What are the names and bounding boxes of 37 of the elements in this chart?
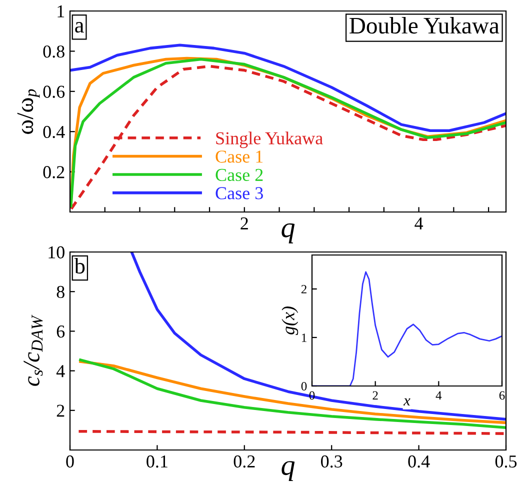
y-axis-title: ω/ω$_{p}$ <box>17 89 40 134</box>
x-tick-label: 6 <box>499 391 505 400</box>
legend-label: Case 3 <box>216 187 263 200</box>
y-tick-label: 0.2 <box>43 166 64 178</box>
y-tick-label: 10 <box>48 246 64 258</box>
legend-label: Case 2 <box>216 168 263 182</box>
x-axis-title: q <box>282 223 295 244</box>
legend-label: Single Yukawa <box>216 132 323 148</box>
x-tick-label: 0.2 <box>234 455 255 468</box>
legend-label: Case 1 <box>216 150 263 163</box>
y-tick-label: 2 <box>301 285 306 294</box>
x-axis-title: x <box>403 398 410 406</box>
x-tick-label: 2 <box>372 391 378 400</box>
y-tick-label: 0 <box>301 382 307 390</box>
y-tick-label: 1 <box>58 5 64 18</box>
x-tick-label: 0 <box>66 455 74 468</box>
y-tick-label: 2 <box>56 404 64 417</box>
x-axis-title: q <box>282 461 295 482</box>
line-series <box>130 252 506 421</box>
x-tick-label: 4 <box>436 391 442 400</box>
annotation: b <box>74 258 85 274</box>
x-tick-label: 0.3 <box>321 455 342 468</box>
y-tick-label: 0.8 <box>43 45 64 58</box>
y-tick-label: 0.6 <box>43 86 65 98</box>
y-axis-title: c$_{s}$/c$_{DAW}$ <box>24 314 43 386</box>
line-series <box>70 44 506 132</box>
y-tick-label: 1 <box>302 334 306 342</box>
y-tick-label: 8 <box>56 286 64 298</box>
x-tick-label: 0.1 <box>146 455 168 468</box>
annotation: Double Yukawa <box>350 17 500 34</box>
x-tick-label: 0.4 <box>408 455 430 468</box>
annotation: a <box>75 22 84 33</box>
y-axis-title: g(x) <box>282 306 298 336</box>
x-tick-label: 0.5 <box>495 455 517 468</box>
y-tick-label: 6 <box>56 326 65 338</box>
y-tick-label: 0.4 <box>43 126 65 138</box>
y-tick-label: 4 <box>56 365 65 378</box>
